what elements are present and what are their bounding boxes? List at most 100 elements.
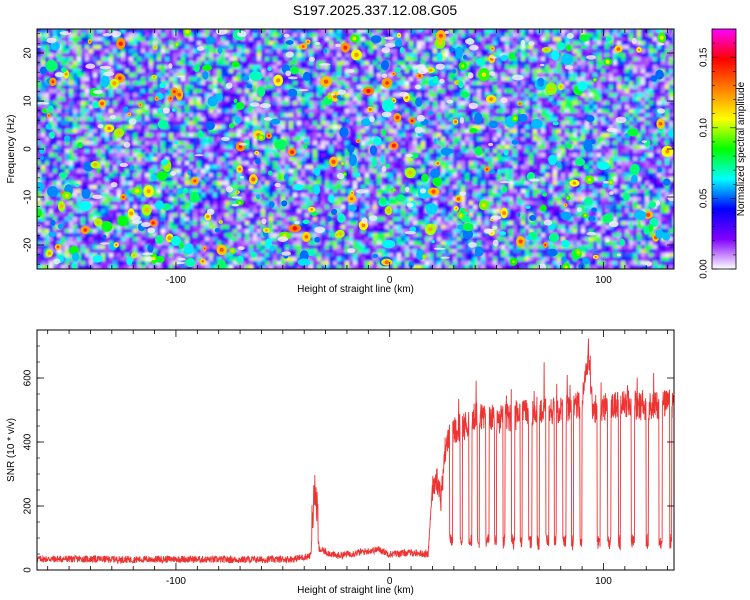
heatmap-cell <box>529 141 534 146</box>
heatmap-cell <box>41 37 46 42</box>
heatmap-cell <box>189 85 194 90</box>
heatmap-cell <box>41 45 46 50</box>
heatmap-cell <box>461 49 466 54</box>
heatmap-cell <box>653 37 658 42</box>
heatmap-cell <box>537 117 542 122</box>
heatmap-cell <box>181 61 186 66</box>
heatmap-cell <box>573 101 578 106</box>
heatmap-cell <box>97 73 102 78</box>
heatmap-cell <box>265 145 270 150</box>
heatmap-cell <box>565 121 570 126</box>
heatmap-cell <box>637 73 642 78</box>
heatmap-cell <box>293 85 298 90</box>
heatmap-cell <box>405 73 410 78</box>
heatmap-cell <box>309 125 314 130</box>
heatmap-cell <box>257 109 262 114</box>
heatmap-cell <box>425 133 430 138</box>
heatmap-cell <box>489 149 494 154</box>
heatmap-cell <box>129 89 134 94</box>
heatmap-cell <box>209 149 214 154</box>
heatmap-cell <box>525 73 530 78</box>
heatmap-cell <box>509 149 514 154</box>
heatmap-cell <box>481 65 486 70</box>
heatmap-cell <box>561 133 566 138</box>
heatmap-cell <box>401 57 406 62</box>
heatmap-cell <box>337 145 342 150</box>
heatmap-cell <box>657 89 662 94</box>
heatmap-cell <box>505 105 510 110</box>
heatmap-cell <box>265 61 270 66</box>
heatmap-cell <box>237 77 242 82</box>
heatmap-cell <box>569 97 574 102</box>
heatmap-cell <box>617 109 622 114</box>
heatmap-cell <box>393 37 398 42</box>
heatmap-cell <box>49 93 54 98</box>
heatmap-cell <box>141 93 146 98</box>
heatmap-cell <box>61 33 66 38</box>
heatmap-cell <box>617 129 622 134</box>
heatmap-cell <box>57 85 62 90</box>
heatmap-cell <box>197 81 202 86</box>
heatmap-cell <box>329 53 334 58</box>
heatmap-cell <box>517 29 522 34</box>
heatmap-cell <box>373 129 378 134</box>
heatmap-cell <box>133 109 138 114</box>
heatmap-cell <box>109 61 114 66</box>
heatmap-cell <box>45 89 50 94</box>
heatmap-cell <box>161 101 166 106</box>
heatmap-cell <box>465 89 470 94</box>
heatmap-cell <box>325 117 330 122</box>
heatmap-cell <box>209 33 214 38</box>
heatmap-cell <box>369 93 374 98</box>
heatmap-cell <box>185 145 190 150</box>
heatmap-cell <box>249 113 254 118</box>
heatmap-cell <box>37 65 42 70</box>
heatmap-cell <box>289 37 294 42</box>
heatmap-cell <box>241 81 246 86</box>
heatmap-cell <box>273 53 278 58</box>
heatmap-cell <box>205 113 210 118</box>
heatmap-cell <box>157 149 162 154</box>
heatmap-cell <box>645 149 650 154</box>
heatmap-cell <box>593 149 598 154</box>
heatmap-cell <box>317 121 322 126</box>
heatmap-cell <box>257 41 262 46</box>
heatmap-cell <box>217 133 222 138</box>
heatmap-cell <box>425 125 430 130</box>
heatmap-cell <box>637 29 642 34</box>
heatmap-cell <box>353 69 358 74</box>
heatmap-cell <box>537 49 542 54</box>
heatmap-cell <box>197 137 202 142</box>
heatmap-cell <box>569 125 574 130</box>
heatmap-cell <box>337 37 342 42</box>
heatmap-cell <box>181 77 186 82</box>
heatmap-cell <box>145 45 150 50</box>
heatmap-cell <box>137 141 142 146</box>
heatmap-cell <box>621 53 626 58</box>
heatmap-cell <box>517 49 522 54</box>
heatmap-cell <box>65 41 70 46</box>
heatmap-cell <box>245 45 250 50</box>
heatmap-cell <box>41 33 46 38</box>
heatmap-cell <box>177 69 182 74</box>
heatmap-cell <box>313 85 318 90</box>
heatmap-cell <box>509 145 514 150</box>
heatmap-cell <box>669 109 674 114</box>
heatmap-cell <box>377 129 382 134</box>
heatmap-cell <box>585 137 590 142</box>
heatmap-cell <box>553 113 558 118</box>
heatmap-cell <box>533 129 538 134</box>
heatmap-cell <box>521 29 526 34</box>
heatmap-cell <box>69 121 74 126</box>
heatmap-cell <box>401 109 406 114</box>
heatmap-cell <box>57 141 62 146</box>
heatmap-cell <box>245 33 250 38</box>
heatmap-cell <box>297 45 302 50</box>
heatmap-cell <box>229 77 234 82</box>
heatmap-cell <box>581 121 586 126</box>
heatmap-cell <box>241 137 246 142</box>
heatmap-cell <box>161 149 166 154</box>
heatmap-cell <box>525 41 530 46</box>
heatmap-cell <box>309 141 314 146</box>
heatmap-cell <box>545 117 550 122</box>
